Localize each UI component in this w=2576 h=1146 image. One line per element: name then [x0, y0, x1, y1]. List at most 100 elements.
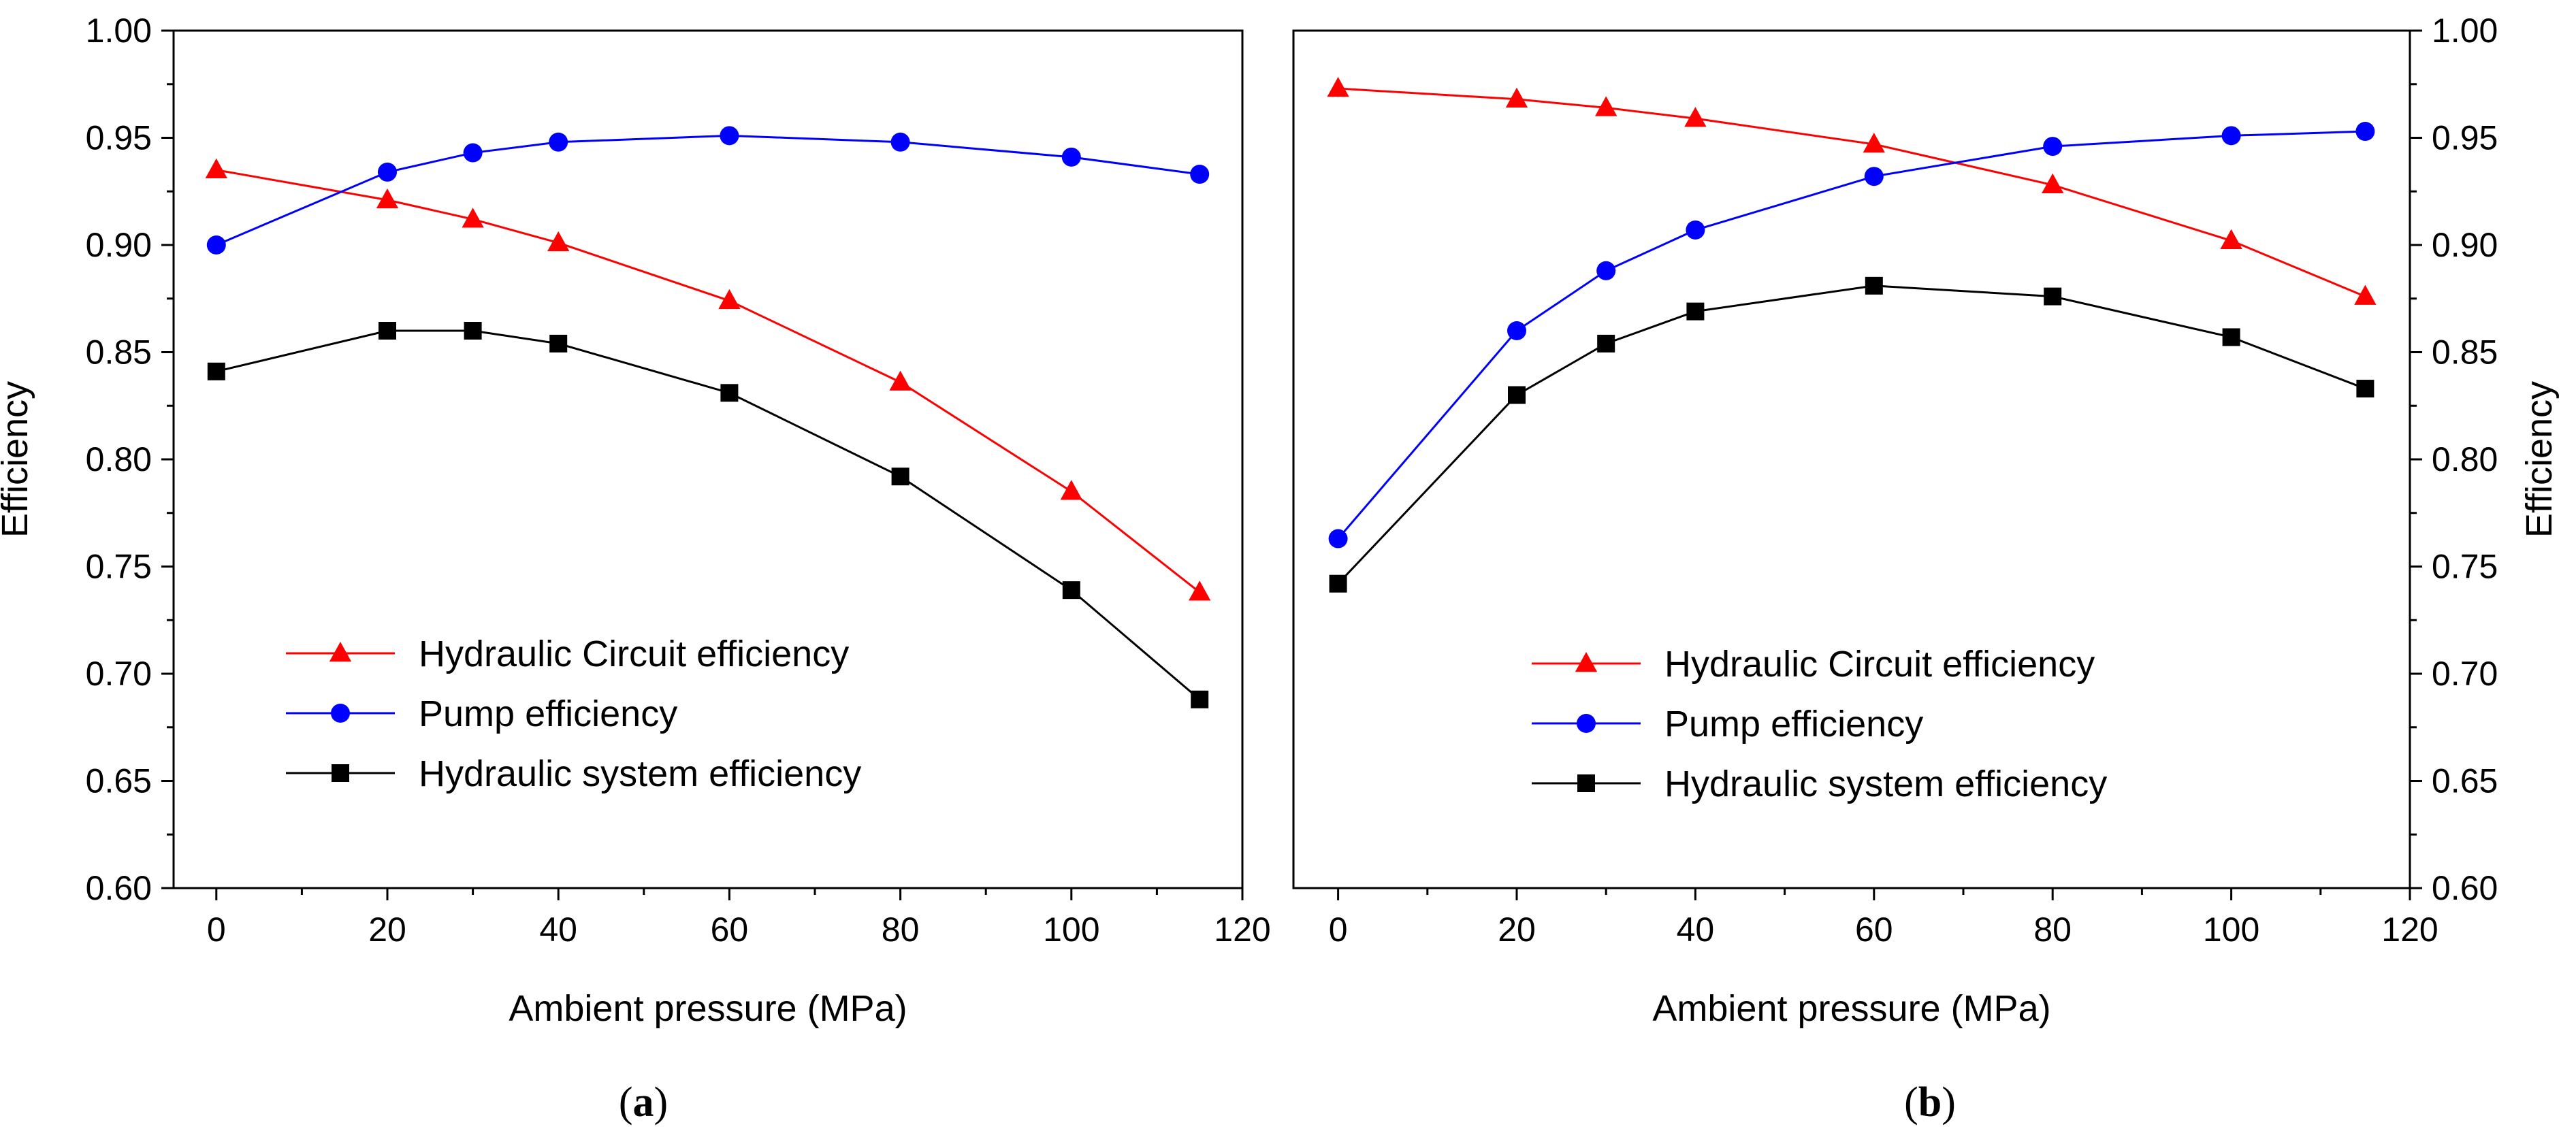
series-pump-efficiency — [1328, 122, 2375, 549]
data-point — [890, 132, 910, 152]
legend-label: Hydraulic system efficiency — [419, 753, 861, 794]
y-tick-label: 0.85 — [2432, 333, 2498, 372]
data-point — [1686, 302, 1705, 321]
y-axis-title: Efficiency — [0, 381, 35, 538]
y-tick-label: 1.00 — [2432, 12, 2498, 50]
y-tick-label: 0.70 — [86, 655, 152, 693]
panel-label: b — [1918, 1079, 1942, 1126]
data-point — [1189, 580, 1211, 601]
data-point — [1191, 690, 1209, 708]
data-point — [1684, 107, 1707, 127]
data-point — [1597, 334, 1615, 353]
data-point — [1329, 574, 1347, 593]
series-line — [1337, 284, 2366, 585]
series-line — [216, 134, 1200, 246]
legend-label: Hydraulic system efficiency — [1664, 764, 2107, 804]
data-point — [1863, 132, 1885, 153]
data-point — [464, 322, 482, 340]
x-tick-label: 0 — [1329, 911, 1348, 949]
panel-caption: (b) — [1904, 1079, 1956, 1126]
series-line — [216, 329, 1201, 700]
data-point — [1596, 261, 1616, 280]
data-point — [2044, 287, 2062, 306]
x-tick-label: 100 — [2203, 911, 2259, 949]
y-tick-label: 0.60 — [86, 869, 152, 907]
data-point — [2355, 122, 2375, 142]
data-point — [2220, 229, 2242, 249]
panel-label: a — [633, 1079, 654, 1126]
series-hydraulic-circuit-efficiency — [1327, 77, 2377, 305]
legend-marker — [329, 642, 352, 662]
x-axis-title: Ambient pressure (MPa) — [1652, 988, 2050, 1029]
data-point — [376, 188, 399, 209]
legend-marker — [331, 704, 350, 723]
data-point — [1328, 529, 1348, 549]
series-hydraulic-circuit-efficiency — [205, 158, 1211, 601]
legend-label: Pump efficiency — [419, 693, 677, 734]
data-point — [1865, 276, 1883, 295]
data-point — [205, 158, 227, 178]
data-point — [1327, 77, 1349, 97]
y-tick-label: 0.80 — [86, 440, 152, 478]
x-tick-label: 20 — [368, 911, 406, 949]
series-line — [1338, 87, 2366, 297]
series-hydraulic-system-efficiency — [207, 322, 1209, 708]
y-tick-label: 0.60 — [2432, 869, 2498, 907]
y-tick-label: 1.00 — [86, 12, 152, 50]
plot-frame — [1292, 29, 2411, 889]
data-point — [462, 208, 484, 228]
data-point — [1507, 321, 1526, 340]
x-tick-label: 100 — [1043, 911, 1099, 949]
data-point — [720, 384, 739, 402]
data-point — [720, 126, 739, 146]
chart-panel-b: 0 20 40 60 80 100 120 0.60 0.65 0.70 0.75 0.80 0.85 0… — [1292, 12, 2560, 1126]
data-point — [1061, 147, 1081, 167]
data-point — [1505, 87, 1528, 108]
data-point — [2042, 173, 2064, 194]
x-tick-label: 80 — [2033, 911, 2072, 949]
legend: Hydraulic Circuit efficiency Pump efficie… — [1532, 644, 2107, 804]
x-tick-label: 20 — [1498, 911, 1536, 949]
x-axis-title: Ambient pressure (MPa) — [509, 988, 907, 1029]
data-point — [2356, 380, 2374, 398]
data-point — [2354, 284, 2377, 305]
panel-caption: (a) — [619, 1079, 668, 1126]
data-point — [1686, 220, 1705, 240]
y-tick-label: 0.85 — [86, 333, 152, 372]
data-point — [1060, 480, 1082, 500]
data-point — [1864, 167, 1884, 186]
data-point — [549, 132, 568, 152]
y-tick-label: 0.90 — [2432, 226, 2498, 264]
y-tick-label: 0.75 — [86, 548, 152, 586]
x-tick-label: 120 — [1214, 911, 1270, 949]
legend-label: Hydraulic Circuit efficiency — [1664, 644, 2095, 685]
data-point — [378, 162, 397, 182]
series-pump-efficiency — [206, 126, 1210, 255]
y-tick-label: 0.95 — [86, 119, 152, 157]
x-tick-label: 60 — [711, 911, 749, 949]
x-tick-label: 0 — [207, 911, 226, 949]
data-point — [463, 143, 483, 163]
y-tick-label: 0.90 — [86, 226, 152, 264]
data-point — [2043, 137, 2063, 157]
y-tick-label: 0.95 — [2432, 119, 2498, 157]
data-point — [1508, 386, 1526, 404]
y-tick-label: 0.65 — [86, 762, 152, 800]
y-tick-label: 0.65 — [2432, 762, 2498, 800]
data-point — [1595, 96, 1617, 116]
y-tick-label: 0.80 — [2432, 440, 2498, 478]
y-tick-label: 0.70 — [2432, 655, 2498, 693]
data-point — [2221, 126, 2241, 146]
y-tick-label: 0.75 — [2432, 548, 2498, 586]
legend-marker — [1577, 714, 1596, 733]
legend-marker — [1575, 652, 1598, 672]
series-line — [216, 169, 1201, 593]
x-tick-label: 40 — [539, 911, 577, 949]
data-point — [1062, 581, 1080, 600]
legend-marker — [1577, 774, 1595, 792]
x-tick-label: 80 — [882, 911, 920, 949]
legend-label: Hydraulic Circuit efficiency — [419, 634, 849, 674]
series-hydraulic-system-efficiency — [1329, 276, 2374, 593]
x-tick-label: 120 — [2381, 911, 2438, 949]
